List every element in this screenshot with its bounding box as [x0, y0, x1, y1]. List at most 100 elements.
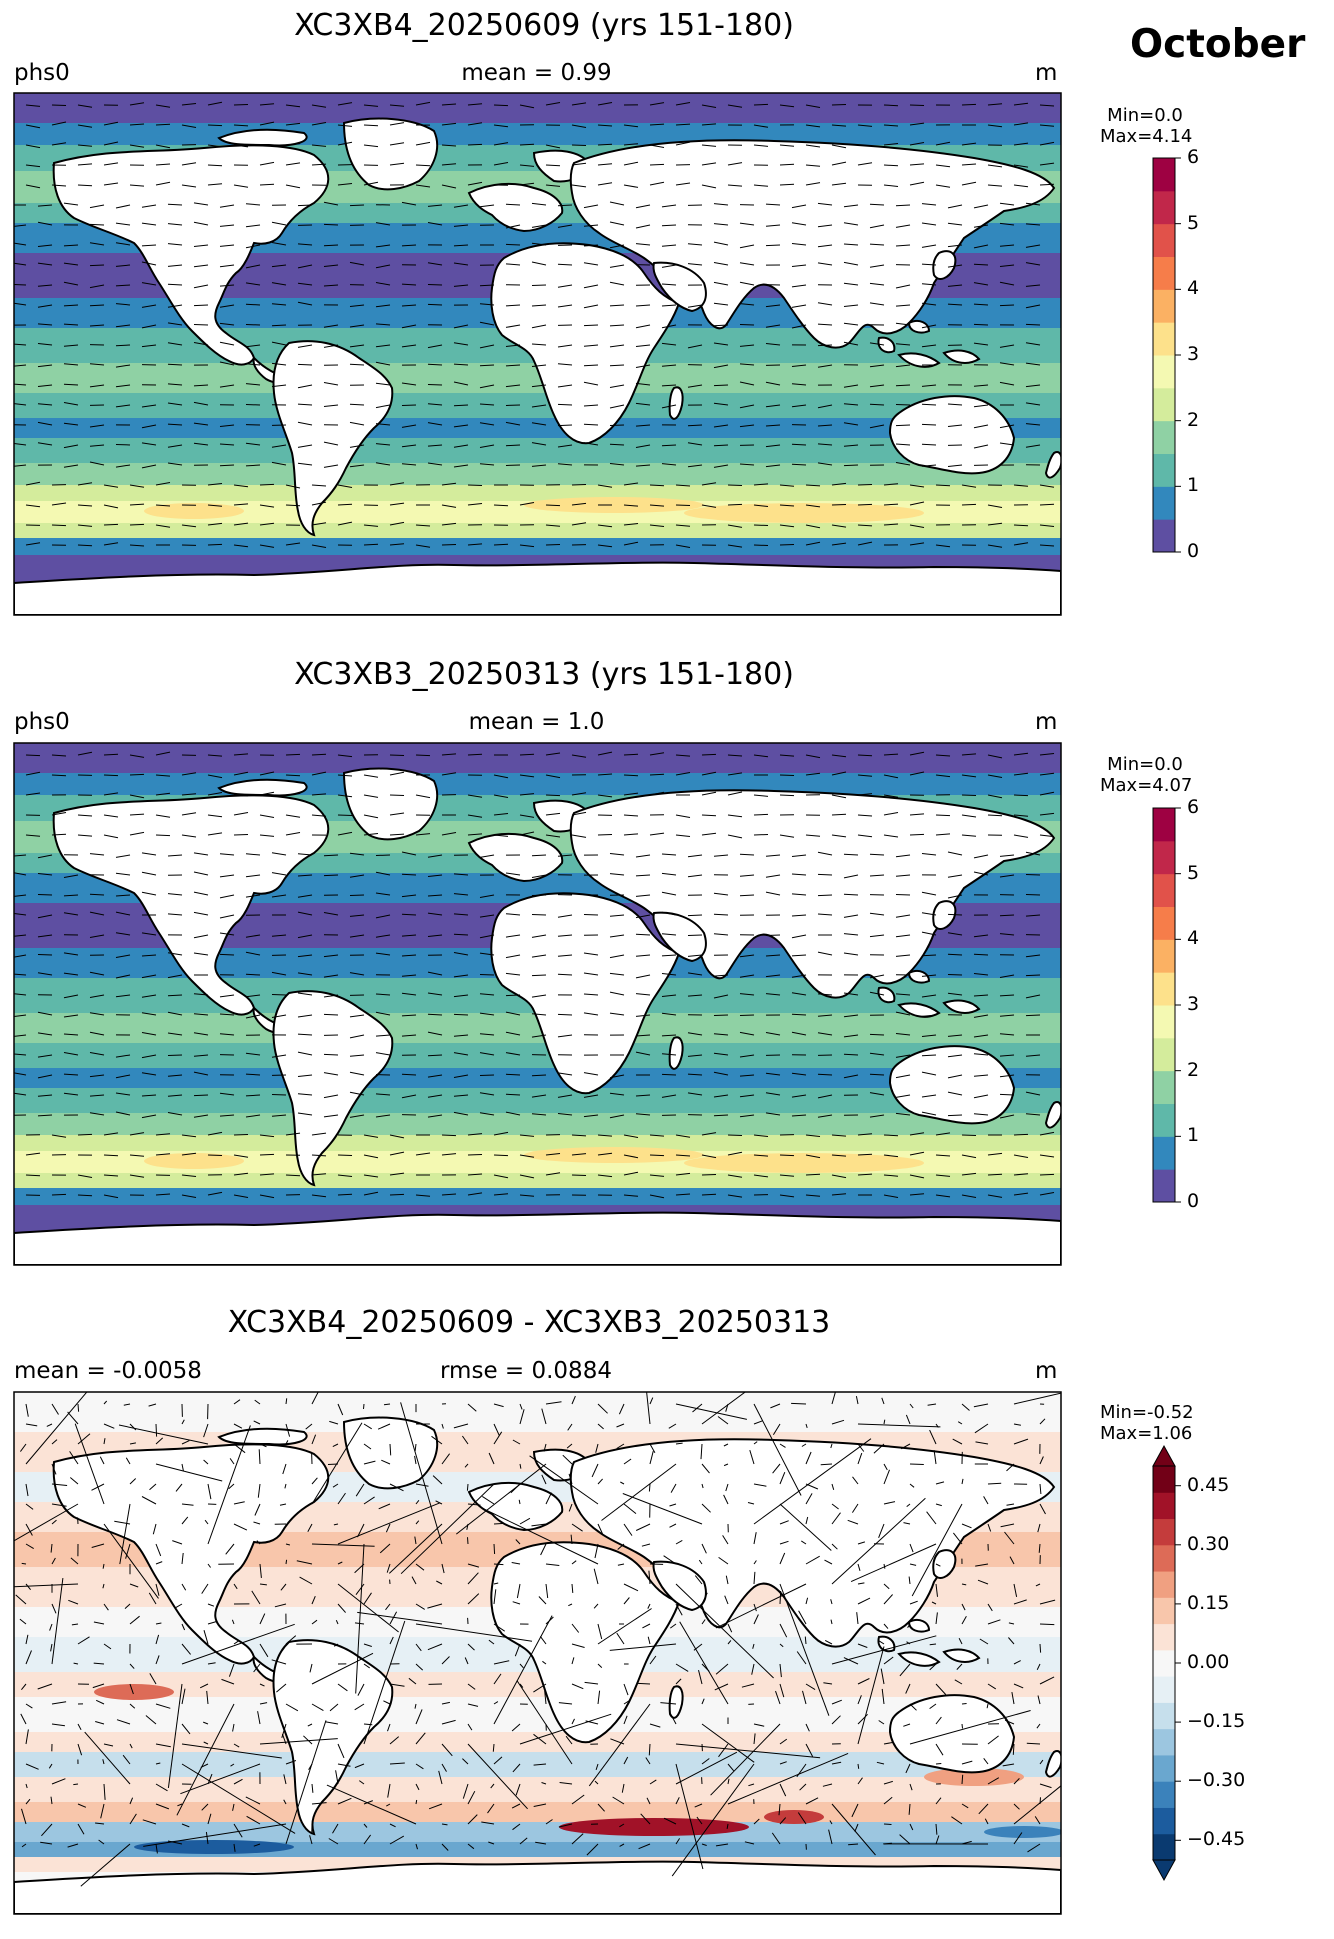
colorbar-tick-label: −0.30 — [1187, 1769, 1246, 1792]
difference-anomaly — [984, 1826, 1061, 1838]
colorbar-segment — [1153, 1781, 1175, 1808]
field-band — [14, 1672, 1061, 1697]
colorbar-tick-label: 0.45 — [1187, 1473, 1230, 1496]
wave-direction-arrows — [14, 751, 1055, 1199]
panel-1-mean-label: mean = 0.99 — [461, 60, 612, 86]
field-band — [14, 1135, 1061, 1151]
colorbar-segment — [1153, 1702, 1175, 1730]
colorbar-tick-label: 0 — [1187, 540, 1200, 562]
panel-2-title: XC3XB3_20250313 (yrs 151-180) — [294, 657, 794, 692]
panel-1-min-label: Min=0.0 — [1107, 105, 1183, 126]
colorbar-tick-label: −0.45 — [1187, 1828, 1246, 1851]
colorbar-segment — [1153, 223, 1175, 257]
panel-3-rmse-label: rmse = 0.0884 — [440, 1358, 612, 1384]
field-maximum — [684, 503, 924, 523]
colorbar-segment — [1153, 289, 1175, 323]
colorbar-tick-label: 3 — [1187, 993, 1200, 1015]
colorbar-segment — [1153, 972, 1175, 1006]
panel-1-colorbar — [1152, 157, 1181, 553]
colorbar-segment — [1153, 453, 1175, 487]
colorbar-segment — [1153, 1070, 1175, 1104]
panel-3-colorbar — [1152, 1444, 1181, 1882]
colorbar-tick-label: 0.00 — [1187, 1651, 1230, 1673]
field-band — [14, 1822, 1061, 1842]
colorbar-segment — [1153, 1571, 1175, 1598]
colorbar-segment — [1153, 1103, 1175, 1137]
colorbar-segment — [1153, 808, 1175, 842]
colorbar-segment — [1153, 1037, 1175, 1072]
colorbar-segment — [1153, 939, 1175, 973]
field-band — [14, 1188, 1061, 1205]
field-band — [14, 438, 1061, 463]
panel-1-variable-label: phs0 — [14, 60, 70, 86]
panel-3-map — [13, 1391, 1062, 1915]
colorbar-tick-label: 5 — [1187, 861, 1200, 884]
field-band — [14, 1043, 1061, 1068]
colorbar-segment — [1153, 256, 1175, 290]
field-band — [14, 1173, 1061, 1188]
colorbar-segment — [1153, 355, 1175, 389]
colorbar-segment — [1153, 1807, 1175, 1835]
colorbar-segment — [1153, 420, 1175, 454]
field-band — [14, 1732, 1061, 1752]
field-band — [14, 123, 1061, 145]
colorbar-segment — [1153, 1728, 1175, 1756]
field-maximum — [524, 1147, 704, 1163]
wave-direction-arrows — [14, 1392, 1061, 1887]
panel-1-map — [13, 92, 1062, 616]
colorbar-segment — [1153, 1136, 1175, 1170]
field-band — [14, 418, 1061, 438]
difference-anomaly — [134, 1840, 294, 1854]
colorbar-segment — [1153, 1623, 1175, 1651]
colorbar-segment — [1153, 1169, 1175, 1203]
colorbar-tick-label: 5 — [1187, 211, 1200, 234]
difference-anomaly — [764, 1810, 824, 1824]
colorbar-segment — [1153, 158, 1175, 192]
field-band — [14, 1088, 1061, 1113]
panel-3-mean-label: mean = -0.0058 — [14, 1358, 202, 1384]
colorbar-segment — [1153, 322, 1175, 356]
month-label: October — [1130, 22, 1306, 67]
field-band — [14, 523, 1061, 538]
colorbar-segment — [1153, 1754, 1175, 1782]
field-band — [14, 1777, 1061, 1802]
panel-3-title: XC3XB4_20250609 - XC3XB3_20250313 — [227, 1305, 831, 1340]
colorbar-tick-label: 2 — [1187, 1058, 1200, 1081]
colorbar-segment — [1153, 387, 1175, 422]
colorbar-segment — [1153, 1466, 1175, 1493]
field-band — [14, 1697, 1061, 1732]
field-band — [14, 538, 1061, 555]
field-band — [14, 485, 1061, 501]
field-band — [14, 93, 1061, 123]
colorbar-tick-label: 0 — [1187, 1190, 1200, 1212]
colorbar-segment — [1153, 1676, 1175, 1703]
colorbar-tick-label: 1 — [1187, 474, 1200, 497]
colorbar-tick-label: 4 — [1187, 927, 1200, 950]
difference-anomaly — [94, 1684, 174, 1700]
panel-2-colorbar — [1152, 807, 1181, 1203]
panel-2-min-label: Min=0.0 — [1107, 754, 1183, 775]
panel-2-max-label: Max=4.07 — [1100, 775, 1193, 796]
colorbar-segment — [1153, 1005, 1175, 1039]
colorbar-tick-label: 6 — [1187, 146, 1200, 168]
field-maximum — [144, 503, 244, 519]
panel-2-map — [13, 742, 1062, 1266]
colorbar-segment — [1153, 1518, 1175, 1546]
colorbar-tick-label: −0.15 — [1187, 1710, 1246, 1733]
field-band — [14, 1802, 1061, 1822]
colorbar-segment — [1153, 1544, 1175, 1572]
colorbar-tick-label: 0.15 — [1187, 1591, 1230, 1614]
field-band — [14, 463, 1061, 485]
colorbar-segment — [1153, 1597, 1175, 1625]
field-band — [14, 393, 1061, 418]
field-band — [14, 743, 1061, 773]
field-band — [14, 1068, 1061, 1088]
colorbar-tick-label: 6 — [1187, 796, 1200, 818]
colorbar-segment — [1153, 1649, 1175, 1677]
colorbar-extend-min — [1152, 1859, 1176, 1882]
panel-2-variable-label: phs0 — [14, 709, 70, 735]
panel-3-max-label: Max=1.06 — [1100, 1423, 1193, 1444]
difference-anomaly — [924, 1768, 1024, 1786]
panel-1-title: XC3XB4_20250609 (yrs 151-180) — [294, 8, 794, 43]
